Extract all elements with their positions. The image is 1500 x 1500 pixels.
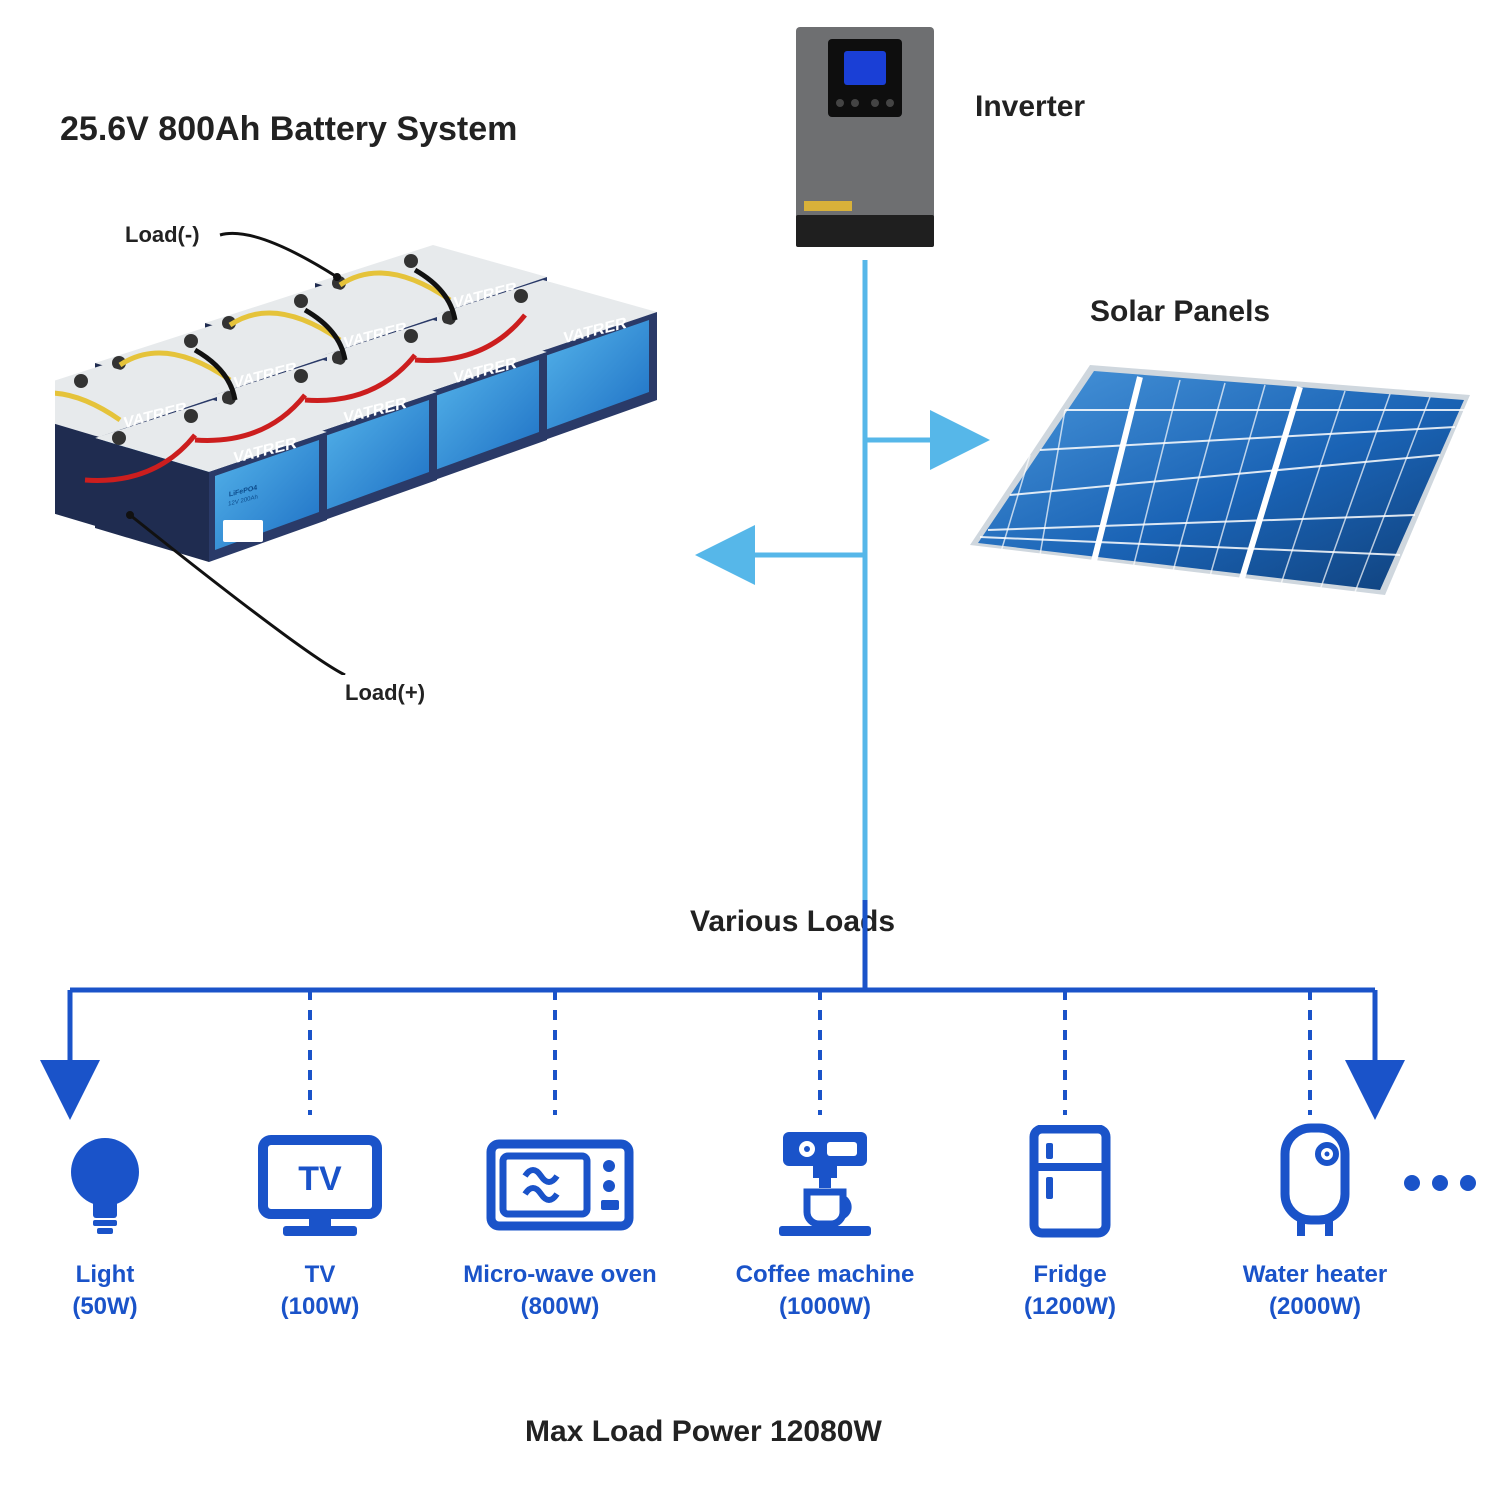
- tv-icon: TV: [255, 1130, 385, 1240]
- load-microwave-name: Micro-wave oven: [463, 1261, 656, 1288]
- coffee-icon: [765, 1128, 885, 1240]
- load-tv-watt: (100W): [281, 1293, 360, 1320]
- waterheater-icon: [1265, 1122, 1365, 1240]
- load-light-name: Light: [76, 1261, 135, 1288]
- load-light: Light (50W): [45, 1130, 165, 1324]
- microwave-icon: [485, 1130, 635, 1240]
- more-icon: [1400, 1168, 1480, 1198]
- fridge-icon: [1020, 1125, 1120, 1240]
- load-coffee-watt: (1000W): [779, 1293, 871, 1320]
- load-waterheater-watt: (2000W): [1269, 1293, 1361, 1320]
- load-fridge-name: Fridge: [1033, 1261, 1106, 1288]
- light-icon: [60, 1130, 150, 1240]
- load-light-watt: (50W): [72, 1293, 137, 1320]
- load-coffee: Coffee machine (1000W): [720, 1128, 930, 1324]
- svg-text:TV: TV: [298, 1160, 342, 1198]
- load-waterheater: Water heater (2000W): [1225, 1122, 1405, 1324]
- load-tv-name: TV: [305, 1261, 336, 1288]
- load-fridge: Fridge (1200W): [985, 1125, 1155, 1324]
- load-microwave-watt: (800W): [521, 1293, 600, 1320]
- load-coffee-name: Coffee machine: [736, 1261, 915, 1288]
- load-fridge-watt: (1200W): [1024, 1293, 1116, 1320]
- load-microwave: Micro-wave oven (800W): [445, 1130, 675, 1324]
- load-tv: TV TV (100W): [245, 1130, 395, 1324]
- load-waterheater-name: Water heater: [1243, 1261, 1388, 1288]
